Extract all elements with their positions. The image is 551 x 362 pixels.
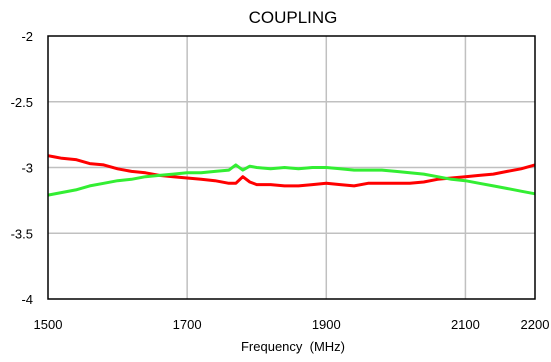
x-tick-label: 1500 xyxy=(34,317,63,332)
x-axis-label: Frequency (MHz) xyxy=(241,339,345,354)
y-tick-label: -2.5 xyxy=(11,95,33,110)
x-tick-label: 2100 xyxy=(451,317,480,332)
chart-title: COUPLING xyxy=(249,8,338,27)
series-layer xyxy=(47,154,536,197)
x-tick-label: 1700 xyxy=(173,317,202,332)
series-line-2 xyxy=(47,163,536,197)
x-tick-label: 2200 xyxy=(521,317,550,332)
plot-frame xyxy=(47,35,536,300)
x-tick-labels: 1500 1700 1900 2100 2200 xyxy=(34,317,550,332)
x-tick-label: 1900 xyxy=(312,317,341,332)
y-tick-label: -3 xyxy=(21,161,33,176)
y-tick-label: -4 xyxy=(21,292,33,307)
y-tick-label: -2 xyxy=(21,29,33,44)
y-tick-label: -3.5 xyxy=(11,226,33,241)
y-tick-labels: -2 -2.5 -3 -3.5 -4 xyxy=(11,29,33,307)
